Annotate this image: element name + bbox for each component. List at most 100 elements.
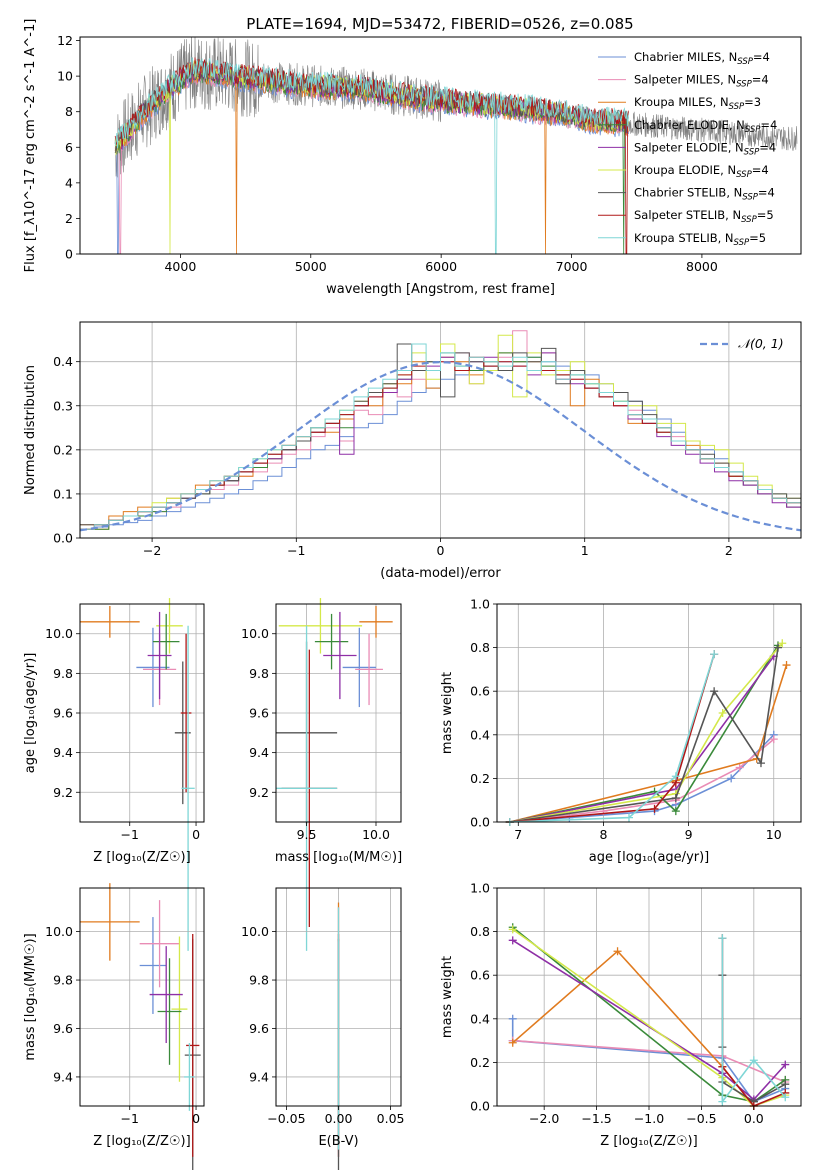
axes-frame [79, 887, 205, 1107]
x-axis-label: Z [log₁₀(Z/Z☉)] [93, 1134, 190, 1149]
axes-frame [496, 603, 802, 823]
x-tick-label: 10.0 [362, 827, 390, 842]
legend-label: Salpeter STELIB, NSSP=5 [634, 208, 774, 225]
y-tick-label: 0.3 [53, 398, 73, 413]
y-tick-label: 0.2 [53, 442, 73, 457]
x-tick-label: −2 [143, 543, 161, 558]
weight-vs-Z-panel: −2.0 −1.5 −1.0 −0.5 0.0 0.0 0.2 0.4 0.6 0.8 1.0 Z [… [440, 881, 802, 1149]
weight-marker [781, 1093, 790, 1102]
y-tick-label: 9.8 [249, 666, 269, 681]
y-tick-label: 10.0 [45, 626, 73, 641]
y-tick-label: 0.0 [470, 815, 490, 830]
weight-marker [756, 759, 765, 768]
spectrum-legend: Chabrier MILES, NSSP=4 Salpeter MILES, NS… [598, 50, 777, 248]
weight-marker [781, 1080, 790, 1089]
histogram-step [79, 343, 801, 538]
weight-marker [508, 936, 517, 945]
weight-marker [710, 687, 719, 696]
weight-marker [727, 774, 736, 783]
weight-marker [671, 807, 680, 816]
y-tick-label: 2 [65, 211, 73, 226]
weight-line [509, 642, 783, 823]
weight-line [509, 655, 775, 823]
model-spectrum-line [114, 60, 629, 154]
y-tick-label: 9.6 [249, 706, 269, 721]
residuals-panel: −2 −1 0 1 2 0.0 0.1 0.2 0.3 0.4 (data-model)/error… [23, 321, 802, 581]
weight-marker [718, 709, 727, 717]
legend-label: Salpeter MILES, NSSP=4 [634, 73, 769, 90]
y-tick-label: 9.8 [53, 666, 73, 681]
model-spectrum-line [114, 56, 629, 254]
x-axis-label: Z [log₁₀(Z/Z☉)] [93, 850, 190, 865]
x-tick-label: −1.5 [581, 1111, 611, 1126]
weight-marker [650, 804, 659, 813]
weight-marker [774, 643, 783, 652]
mass-vs-ebv-panel: −0.05 0.00 0.05 9.4 9.6 9.8 10.0 E(B-V) [241, 887, 405, 1170]
legend-label: Chabrier STELIB, NSSP=4 [634, 186, 775, 203]
legend-label: 𝒩(0, 1) [738, 336, 784, 351]
y-tick-label: 0.6 [470, 968, 490, 983]
y-tick-label: 0.8 [470, 924, 490, 939]
y-tick-label: 9.4 [249, 1069, 269, 1084]
x-axis-label: wavelength [Angstrom, rest frame] [326, 282, 555, 297]
y-tick-label: 9.6 [53, 706, 73, 721]
y-tick-label: 0.4 [470, 727, 490, 742]
x-axis-label: E(B-V) [318, 1134, 358, 1149]
weight-line [509, 734, 775, 823]
y-tick-label: 0 [65, 247, 73, 262]
legend-label: Chabrier ELODIE, NSSP=4 [634, 118, 777, 135]
x-tick-label: 0.00 [325, 1111, 353, 1126]
weight-marker [718, 1097, 727, 1106]
weight-marker [710, 650, 719, 659]
x-axis-label: Z [log₁₀(Z/Z☉)] [600, 1134, 697, 1149]
spectrum-panel: 4000 5000 6000 7000 8000 0 2 4 6 8 10 12 wavelength … [23, 19, 802, 297]
figure-title: PLATE=1694, MJD=53472, FIBERID=0526, z=0… [246, 15, 633, 33]
weight-vs-age-panel: 7 8 9 10 0.0 0.2 0.4 0.6 0.8 1.0 age [log₁₀(age/yr… [440, 597, 802, 865]
y-tick-label: 6 [65, 140, 73, 155]
y-tick-label: 9.2 [53, 785, 73, 800]
y-tick-label: 9.4 [53, 1069, 73, 1084]
x-tick-label: −1 [121, 827, 139, 842]
legend-label: Kroupa STELIB, NSSP=5 [634, 231, 766, 248]
y-tick-label: 10.0 [241, 626, 269, 641]
y-tick-label: 8 [65, 104, 73, 119]
weight-marker [671, 794, 680, 803]
y-tick-label: 10 [57, 69, 73, 84]
x-tick-label: 4000 [164, 259, 196, 274]
weight-line [512, 926, 786, 1103]
legend-label: Kroupa ELODIE, NSSP=4 [634, 163, 769, 180]
weight-marker [508, 1014, 517, 1023]
x-tick-label: 0 [192, 1111, 200, 1126]
x-tick-label: 7 [514, 827, 522, 842]
y-tick-label: 9.8 [249, 973, 269, 988]
weight-marker [508, 1038, 517, 1047]
age-vs-mass-panel: 9.5 10.0 9.2 9.4 9.6 9.8 10.0 mass [log₁₀(M/M☉)… [241, 598, 402, 951]
x-tick-label: 8 [599, 827, 607, 842]
x-axis-label: mass [log₁₀(M/M☉)] [275, 850, 402, 865]
y-tick-label: 0.4 [470, 1011, 490, 1026]
x-tick-label: −0.5 [686, 1111, 716, 1126]
x-tick-label: 0.05 [377, 1111, 405, 1126]
weight-marker [781, 1060, 790, 1069]
weight-line [509, 653, 715, 823]
weight-marker [613, 947, 622, 956]
y-tick-label: 0.2 [470, 771, 490, 786]
x-tick-label: −1 [287, 543, 305, 558]
y-tick-label: 0.0 [53, 531, 73, 546]
y-tick-label: 9.8 [53, 973, 73, 988]
y-tick-label: 9.4 [249, 745, 269, 760]
y-axis-label: mass weight [440, 672, 455, 754]
y-tick-label: 9.4 [53, 745, 73, 760]
weight-marker [769, 735, 778, 744]
y-tick-label: 4 [65, 175, 73, 190]
x-tick-label: 0.0 [744, 1111, 764, 1126]
y-tick-label: 0.6 [470, 684, 490, 699]
mass-vs-Z-panel: −1 0 9.4 9.6 9.8 10.0 Z [log₁₀(Z/Z☉)] mass [log… [23, 883, 205, 1170]
y-tick-label: 0.0 [470, 1099, 490, 1114]
y-tick-label: 0.8 [470, 640, 490, 655]
legend-label: Salpeter ELODIE, NSSP=4 [634, 140, 776, 157]
y-axis-label: age [log₁₀(age/yr)] [23, 653, 38, 774]
x-tick-label: −1.0 [634, 1111, 664, 1126]
weight-marker [508, 925, 517, 934]
y-axis-label: Flux [f_λ10^-17 erg cm^-2 s^-1 A^-1] [23, 19, 38, 273]
